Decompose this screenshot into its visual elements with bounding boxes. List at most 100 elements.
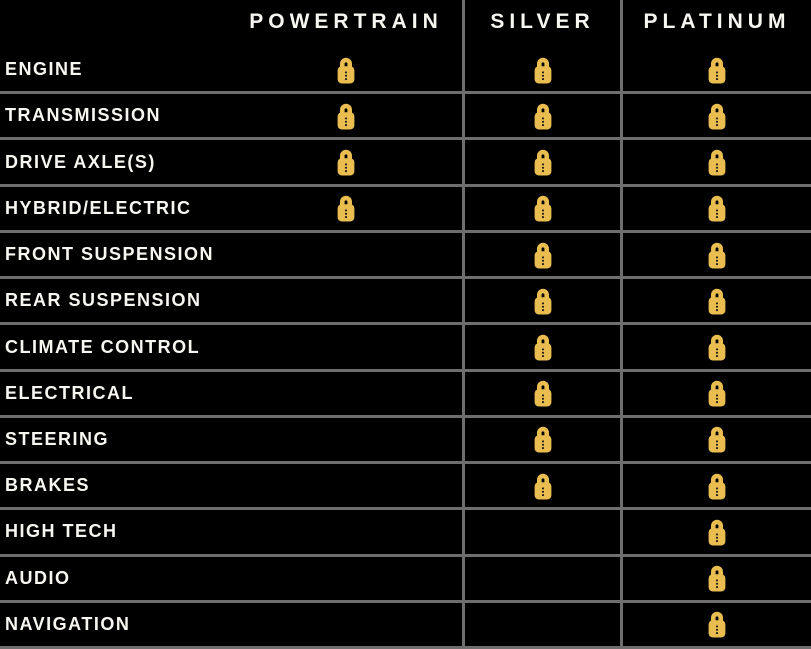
row-label-cell: ELECTRICAL [0,372,230,415]
table-row: HYBRID/ELECTRIC [0,186,811,233]
table-row: NAVIGATION [0,602,811,649]
lock-icon [707,471,727,501]
cell-powertrain [230,187,462,230]
cell-platinum [620,371,811,415]
lock-icon [533,101,553,131]
cell-powertrain [230,510,462,553]
lock-icon [707,240,727,270]
cell-platinum [620,602,811,647]
table-row: FRONT SUSPENSION [0,232,811,280]
row-label: CLIMATE CONTROL [5,336,201,357]
cell-powertrain [230,418,462,461]
lock-icon [707,563,727,593]
row-label: STEERING [5,428,110,449]
row-label-cell: ENGINE [0,48,230,91]
cell-powertrain [230,279,462,322]
row-label-cell: CLIMATE CONTROL [0,325,230,368]
lock-icon [707,147,727,177]
cell-platinum [620,186,811,230]
cell-silver [462,48,620,92]
row-label: AUDIO [5,567,71,588]
lock-icon [533,240,553,270]
cell-silver [462,417,620,462]
lock-icon [336,55,356,85]
lock-icon [707,101,727,131]
cell-silver [462,232,620,277]
row-label: ENGINE [5,59,84,80]
cell-platinum [620,232,811,277]
header-spacer [0,0,230,48]
lock-icon [533,55,553,85]
lock-icon [707,378,727,408]
cell-platinum [620,140,811,184]
cell-silver [462,325,620,369]
row-label: HIGH TECH [5,521,118,542]
cell-powertrain [230,48,462,91]
table-row: TRANSMISSION [0,94,811,141]
row-label: ELECTRICAL [5,382,134,403]
table-row: STEERING [0,417,811,465]
header-row: POWERTRAIN SILVER PLATINUM [0,0,811,48]
row-label-cell: TRANSMISSION [0,94,230,137]
cell-powertrain [230,557,462,600]
lock-icon [336,193,356,223]
cell-platinum [620,48,811,92]
cell-platinum [620,325,811,369]
row-label-cell: HYBRID/ELECTRIC [0,187,230,230]
lock-icon [533,193,553,223]
lock-icon [336,101,356,131]
table-row: DRIVE AXLE(S) [0,140,811,187]
cell-powertrain [230,140,462,183]
cell-powertrain [230,603,462,646]
lock-icon [533,286,553,316]
column-header-platinum-label: PLATINUM [643,10,791,33]
cell-silver [462,510,620,554]
table-row: REAR SUSPENSION [0,279,811,326]
lock-icon [533,378,553,408]
lock-icon [533,147,553,177]
column-header-powertrain: POWERTRAIN [230,0,462,48]
cell-platinum [620,556,811,600]
row-label: NAVIGATION [5,613,131,634]
lock-icon [707,286,727,316]
table-row: BRAKES [0,464,811,511]
row-label: FRONT SUSPENSION [5,244,215,265]
table-row: ENGINE [0,48,811,95]
row-label: DRIVE AXLE(S) [5,151,156,172]
row-label-cell: NAVIGATION [0,603,230,646]
cell-silver [462,279,620,323]
cell-platinum [620,464,811,508]
lock-icon [707,55,727,85]
row-label: BRAKES [5,475,91,496]
lock-icon [336,147,356,177]
cell-powertrain [230,233,462,276]
cell-silver [462,371,620,415]
table-row: CLIMATE CONTROL [0,325,811,372]
cell-platinum [620,417,811,462]
lock-icon [707,609,727,639]
row-label: HYBRID/ELECTRIC [5,197,192,218]
cell-silver [462,556,620,600]
cell-silver [462,602,620,647]
column-header-platinum: PLATINUM [620,0,811,48]
cell-platinum [620,279,811,323]
row-label-cell: DRIVE AXLE(S) [0,140,230,183]
lock-icon [533,332,553,362]
lock-icon [707,332,727,362]
cell-powertrain [230,94,462,137]
lock-icon [533,471,553,501]
cell-silver [462,464,620,508]
cell-powertrain [230,464,462,507]
column-header-silver-label: SILVER [490,10,595,33]
row-label-cell: HIGH TECH [0,510,230,553]
cell-silver [462,94,620,138]
row-label-cell: FRONT SUSPENSION [0,233,230,276]
cell-platinum [620,94,811,138]
row-label-cell: REAR SUSPENSION [0,279,230,322]
lock-icon [707,517,727,547]
lock-icon [533,424,553,454]
column-header-powertrain-label: POWERTRAIN [249,10,443,33]
row-label: REAR SUSPENSION [5,290,202,311]
cell-platinum [620,510,811,554]
